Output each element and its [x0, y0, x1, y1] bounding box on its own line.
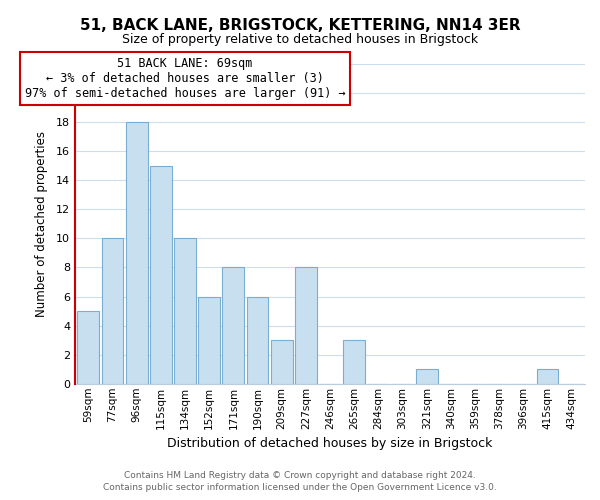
Bar — [77, 311, 99, 384]
Text: 51, BACK LANE, BRIGSTOCK, KETTERING, NN14 3ER: 51, BACK LANE, BRIGSTOCK, KETTERING, NN1… — [80, 18, 520, 32]
Text: Size of property relative to detached houses in Brigstock: Size of property relative to detached ho… — [122, 32, 478, 46]
Y-axis label: Number of detached properties: Number of detached properties — [35, 131, 47, 317]
Text: 51 BACK LANE: 69sqm
← 3% of detached houses are smaller (3)
97% of semi-detached: 51 BACK LANE: 69sqm ← 3% of detached hou… — [25, 57, 346, 100]
Bar — [150, 166, 172, 384]
Text: Contains HM Land Registry data © Crown copyright and database right 2024.
Contai: Contains HM Land Registry data © Crown c… — [103, 471, 497, 492]
Bar — [223, 268, 244, 384]
Bar — [199, 296, 220, 384]
Bar — [247, 296, 268, 384]
Bar — [101, 238, 124, 384]
Bar — [295, 268, 317, 384]
Bar — [126, 122, 148, 384]
Bar — [174, 238, 196, 384]
Bar — [416, 369, 437, 384]
Bar — [271, 340, 293, 384]
Bar — [343, 340, 365, 384]
Bar — [536, 369, 559, 384]
X-axis label: Distribution of detached houses by size in Brigstock: Distribution of detached houses by size … — [167, 437, 493, 450]
